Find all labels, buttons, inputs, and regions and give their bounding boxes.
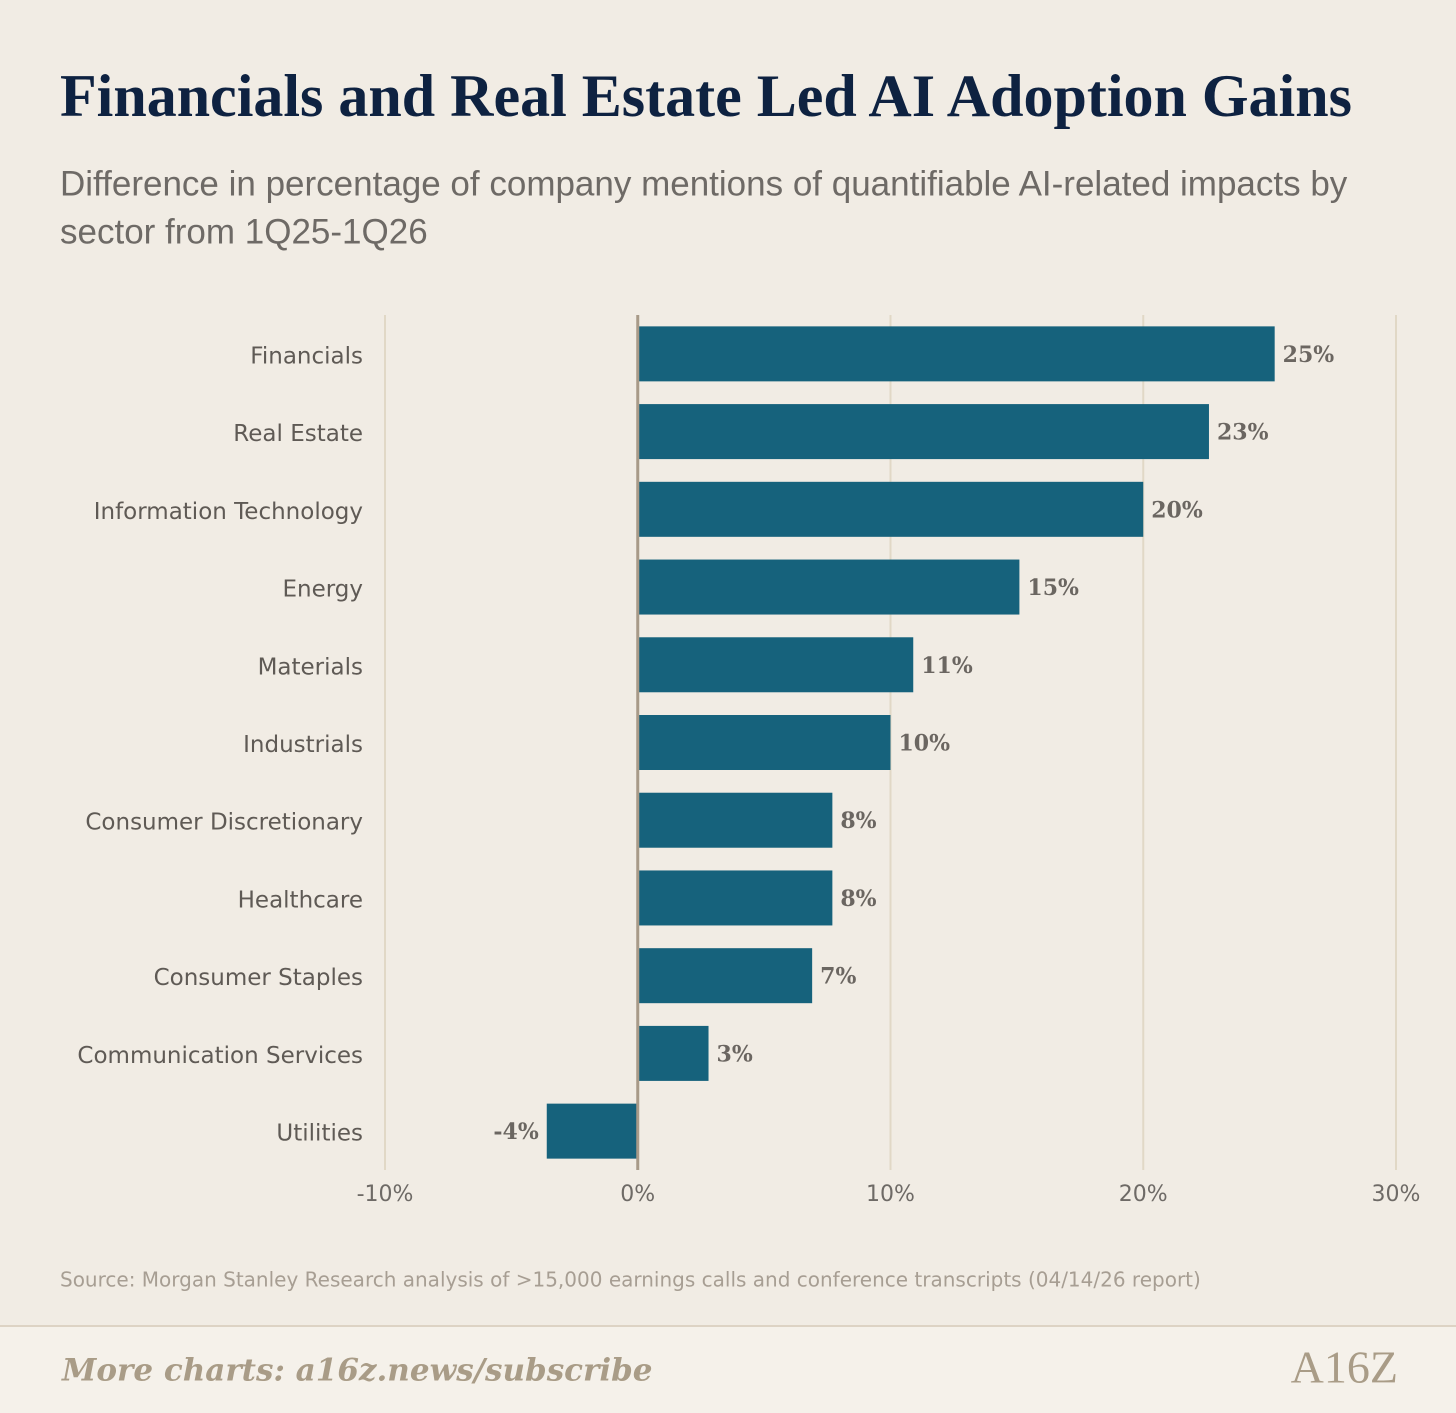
y-tick-label: Real Estate (233, 421, 363, 447)
bar (637, 326, 1275, 382)
value-label: 8% (840, 808, 876, 834)
value-label: 11% (921, 653, 973, 679)
bar (637, 870, 833, 926)
y-tick-label: Materials (258, 654, 363, 680)
bar (637, 948, 813, 1004)
y-tick-label: Communication Services (77, 1043, 363, 1069)
logo: A16Z (1291, 1342, 1398, 1393)
bar (637, 481, 1144, 537)
bar (546, 1103, 638, 1159)
x-tick-label: 0% (620, 1182, 655, 1207)
bar (637, 559, 1020, 615)
value-label: -4% (493, 1119, 538, 1145)
x-tick-label: -10% (357, 1182, 414, 1207)
y-tick-label: Consumer Staples (154, 965, 363, 991)
x-tick-label: 10% (866, 1182, 915, 1207)
value-label: 25% (1283, 342, 1335, 368)
subtitle: Difference in percentage of company ment… (60, 164, 1348, 203)
value-label: 15% (1027, 575, 1079, 601)
y-tick-label: Energy (282, 577, 363, 603)
y-tick-label: Consumer Discretionary (85, 810, 363, 836)
y-tick-label: Industrials (243, 732, 363, 758)
x-tick-label: 20% (1119, 1182, 1168, 1207)
value-label: 23% (1217, 420, 1269, 446)
y-tick-label: Utilities (276, 1121, 363, 1147)
x-tick-label: 30% (1372, 1182, 1421, 1207)
bar (637, 404, 1209, 460)
value-label: 10% (899, 731, 951, 757)
value-label: 3% (717, 1041, 753, 1067)
bar (637, 1025, 709, 1081)
source: Source: Morgan Stanley Research analysis… (60, 1268, 1201, 1292)
chart-title: Financials and Real Estate Led AI Adopti… (60, 63, 1352, 129)
value-label: 8% (840, 886, 876, 912)
bar (637, 715, 891, 770)
footer-band (0, 1326, 1456, 1413)
y-tick-label: Information Technology (94, 499, 363, 525)
bar (637, 792, 833, 848)
value-label: 7% (820, 964, 856, 990)
bar (637, 637, 914, 693)
y-tick-label: Financials (250, 343, 363, 369)
y-tick-label: Healthcare (238, 887, 363, 913)
subtitle: sector from 1Q25-1Q26 (60, 212, 428, 251)
value-label: 20% (1151, 497, 1203, 523)
footer-link[interactable]: More charts: a16z.news/subscribe (61, 1353, 653, 1389)
